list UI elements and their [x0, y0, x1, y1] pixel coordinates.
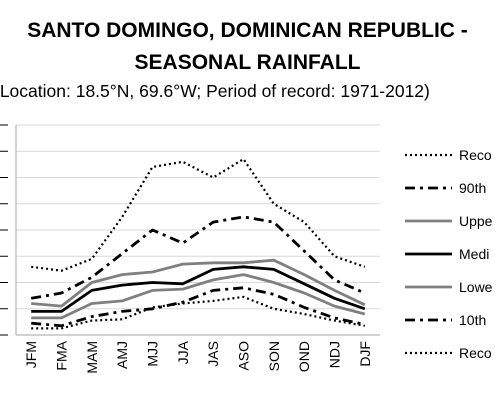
x-tick-label: ASO [236, 341, 252, 371]
x-tick-label: JAS [205, 341, 221, 367]
legend-label: Uppe [459, 213, 493, 229]
x-tick-label: DJF [357, 341, 373, 367]
x-tick-label: AMJ [114, 341, 130, 369]
series-line-reco-6 [31, 295, 365, 330]
series-line-reco-0 [31, 158, 366, 272]
chart-title-line-1: SANTO DOMINGO, DOMINICAN REPUBLIC - [27, 19, 468, 42]
legend-label: 90th [459, 180, 486, 196]
legend-label: Lowe [459, 279, 493, 295]
legend-label: 10th [459, 312, 486, 328]
x-tick-label: SON [266, 341, 282, 371]
series-line-medi-3 [31, 265, 366, 313]
chart-title-line-2: SEASONAL RAINFALL [134, 51, 361, 74]
chart-subtitle: (Location: 18.5°N, 69.6°W; Period of rec… [0, 81, 430, 101]
legend-label: Medi [459, 246, 489, 262]
legend-label: Reco [459, 147, 492, 163]
x-tick-label: JJA [175, 340, 191, 364]
x-tick-label: MAM [84, 341, 100, 374]
x-tick-label: JFM [23, 341, 39, 368]
series-line-10th-5 [31, 286, 366, 328]
x-tick-label: OND [296, 341, 312, 372]
x-tick-label: FMA [54, 340, 70, 370]
series-line-uppe-2 [31, 258, 366, 308]
series-line-lowe-4 [31, 273, 366, 320]
x-tick-label: NDJ [327, 341, 343, 368]
series-line-90th-1 [30, 215, 366, 300]
legend-label: Reco [459, 345, 492, 361]
x-tick-label: MJJ [145, 341, 161, 367]
